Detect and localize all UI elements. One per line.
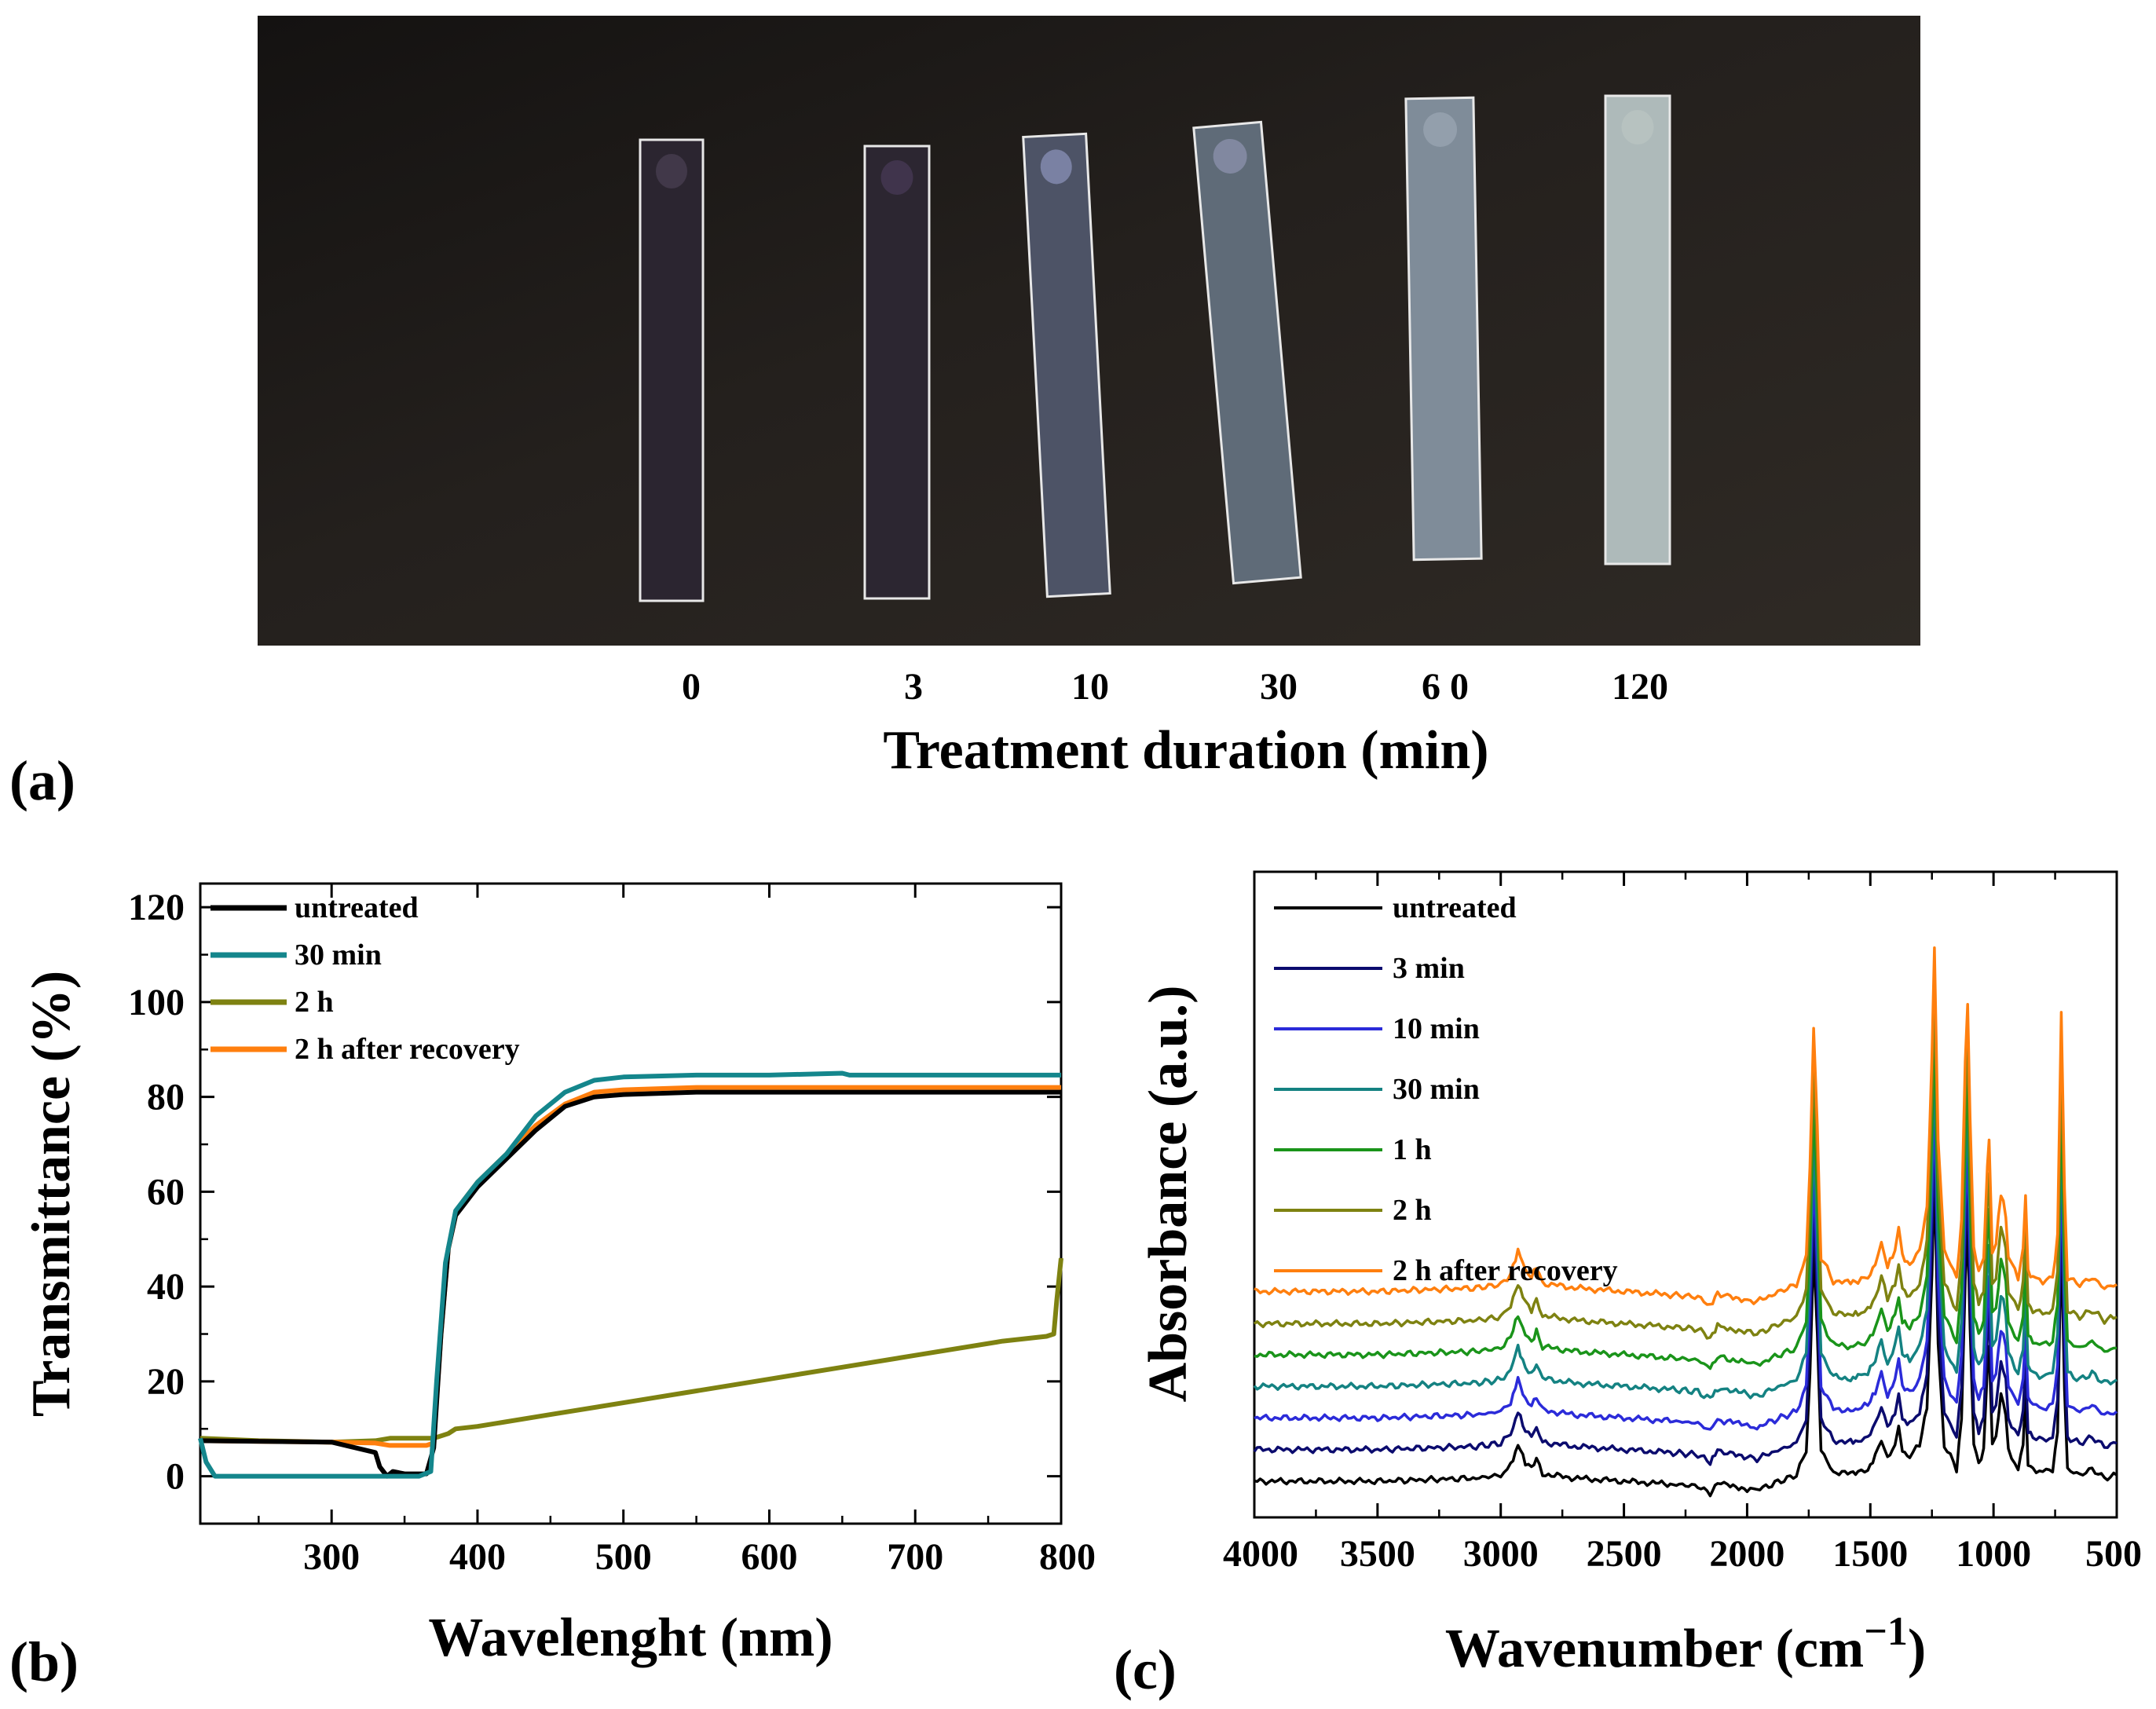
series-line bbox=[1254, 1173, 2118, 1498]
y-tick-label: 20 bbox=[147, 1361, 185, 1403]
chart-c-ticks: 4000 3500 3000 2500 2000 1500 1000 500 bbox=[1223, 872, 2142, 1575]
panel-a-letter: (a) bbox=[9, 749, 75, 812]
chart-b-series bbox=[198, 1070, 1063, 1479]
chart-c-ylabel: Absorbance (a.u.) bbox=[1138, 986, 1199, 1403]
chart-c-series bbox=[1253, 946, 2118, 1498]
series-line bbox=[199, 1257, 1063, 1445]
legend-label: 30 min bbox=[1393, 1073, 1480, 1106]
x-tick-label: 2000 bbox=[1709, 1533, 1784, 1575]
x-tick-label: 1500 bbox=[1832, 1533, 1908, 1575]
y-tick-label: 80 bbox=[147, 1077, 185, 1118]
x-tick-label: 2500 bbox=[1587, 1533, 1662, 1575]
duration-label: 120 bbox=[1612, 666, 1668, 708]
legend-label: 2 h after recovery bbox=[295, 1033, 520, 1066]
chart-b-xlabel: Wavelenght (nm) bbox=[428, 1608, 833, 1668]
legend-label: 2 h after recovery bbox=[1393, 1254, 1618, 1287]
series-line bbox=[199, 1089, 1061, 1479]
chart-c-xlabel-sup: −1 bbox=[1864, 1609, 1908, 1654]
series-line bbox=[1254, 1096, 2118, 1431]
legend-label: 30 min bbox=[295, 939, 382, 972]
x-tick-label: 700 bbox=[887, 1536, 943, 1578]
duration-label: 0 bbox=[682, 666, 701, 708]
legend-label: 1 h bbox=[1393, 1133, 1432, 1166]
chart-b-legend: untreated 30 min 2 h 2 h after recovery bbox=[210, 891, 520, 1066]
sample-strip bbox=[639, 138, 705, 602]
sample-strip bbox=[863, 145, 931, 600]
x-tick-label: 1000 bbox=[1956, 1533, 2031, 1575]
y-tick-label: 40 bbox=[147, 1266, 185, 1308]
y-tick-label: 60 bbox=[147, 1171, 185, 1213]
panel-b: 300 400 500 600 700 800 0 20 40 60 80 100 120 untrea… bbox=[9, 882, 1096, 1693]
duration-label: 3 bbox=[904, 666, 923, 708]
chart-b-ylabel: Transmittance (%) bbox=[21, 971, 82, 1417]
sample-strip bbox=[1192, 120, 1302, 585]
x-tick-label: 500 bbox=[595, 1536, 652, 1578]
sample-strip bbox=[1404, 96, 1483, 562]
panel-c: 4000 3500 3000 2500 2000 1500 1000 500 untreate… bbox=[1114, 870, 2142, 1701]
sample-strip bbox=[1604, 94, 1671, 565]
legend-label: 10 min bbox=[1393, 1012, 1480, 1045]
panel-a: 0 3 10 30 6 0 120 Treatment duration (min) (a… bbox=[9, 16, 1920, 812]
legend-label: 2 h bbox=[295, 986, 334, 1019]
panel-a-xlabel: Treatment duration (min) bbox=[883, 720, 1488, 781]
duration-label: 6 0 bbox=[1422, 666, 1469, 708]
chart-b-ticks: 300 400 500 600 700 800 0 20 40 60 80 100 120 bbox=[128, 884, 1096, 1578]
chart-c-xlabel-main: Wavenumber (cm bbox=[1445, 1619, 1864, 1679]
x-tick-label: 3500 bbox=[1340, 1533, 1415, 1575]
x-tick-label: 500 bbox=[2085, 1533, 2142, 1575]
x-tick-label: 800 bbox=[1039, 1536, 1096, 1578]
legend-label: 3 min bbox=[1393, 952, 1465, 985]
series-line bbox=[1254, 946, 2118, 1306]
duration-label: 10 bbox=[1071, 666, 1109, 708]
x-tick-label: 3000 bbox=[1463, 1533, 1539, 1575]
panel-b-letter: (b) bbox=[9, 1630, 79, 1693]
x-tick-label: 600 bbox=[741, 1536, 797, 1578]
legend-label: untreated bbox=[295, 891, 419, 924]
duration-labels: 0 3 10 30 6 0 120 bbox=[682, 666, 1668, 708]
sample-strip bbox=[1022, 132, 1111, 598]
y-tick-label: 100 bbox=[128, 982, 185, 1023]
chart-c-xlabel-close: ) bbox=[1908, 1619, 1926, 1679]
x-tick-label: 400 bbox=[449, 1536, 506, 1578]
series-line bbox=[1253, 1060, 2118, 1400]
duration-label: 30 bbox=[1260, 666, 1298, 708]
panel-c-letter: (c) bbox=[1114, 1638, 1177, 1701]
y-tick-label: 120 bbox=[128, 887, 185, 928]
chart-b-frame bbox=[199, 882, 1063, 1525]
series-line bbox=[1253, 983, 2118, 1340]
sample-strips bbox=[639, 94, 1671, 602]
series-line bbox=[199, 1085, 1061, 1448]
legend-label: untreated bbox=[1393, 891, 1517, 924]
x-tick-label: 300 bbox=[303, 1536, 360, 1578]
chart-c-xlabel: Wavenumber (cm−1) bbox=[1445, 1609, 1926, 1679]
x-tick-label: 4000 bbox=[1223, 1533, 1298, 1575]
chart-c-legend: untreated 3 min 10 min 30 min 1 h 2 h 2 h afte… bbox=[1274, 891, 1618, 1287]
series-line bbox=[1253, 1132, 2118, 1466]
series-line bbox=[198, 1070, 1061, 1479]
legend-label: 2 h bbox=[1393, 1194, 1432, 1227]
series-line bbox=[1254, 1020, 2118, 1370]
y-tick-label: 0 bbox=[166, 1456, 185, 1498]
